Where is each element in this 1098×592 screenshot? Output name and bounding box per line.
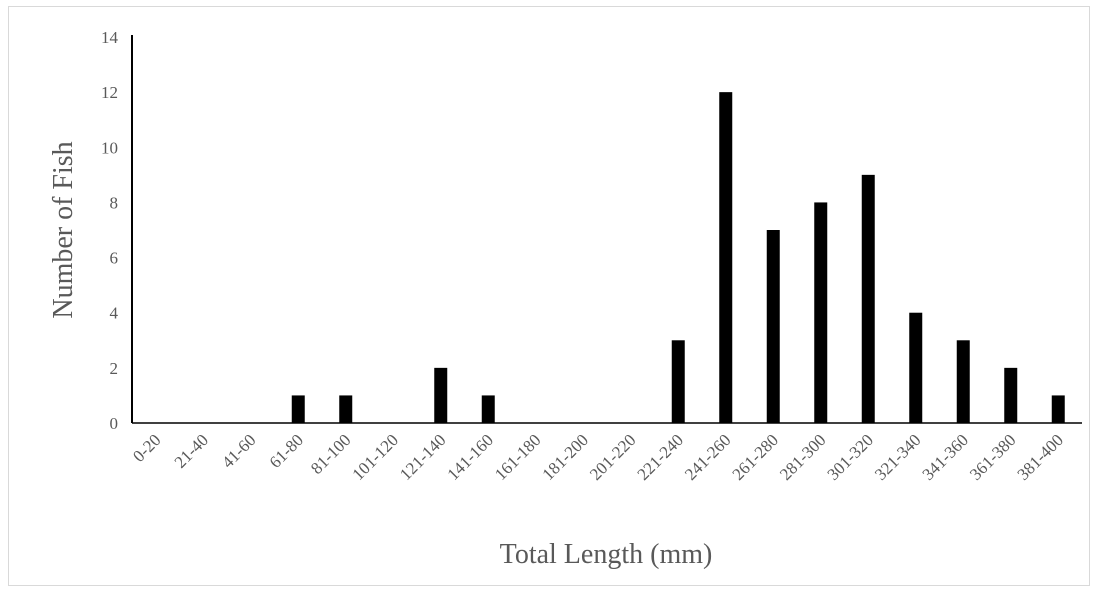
y-tick-label: 2: [110, 359, 119, 378]
x-tick-label: 161-180: [491, 430, 545, 484]
y-tick-label: 0: [110, 414, 119, 433]
bar: [814, 202, 828, 423]
bar: [1051, 395, 1065, 423]
y-tick-label: 4: [110, 304, 119, 323]
x-tick-label: 221-240: [634, 430, 688, 484]
bar: [671, 340, 685, 423]
x-tick-label: 81-100: [307, 430, 354, 477]
x-tick-label: 241-260: [681, 430, 735, 484]
x-tick-label: 61-80: [266, 430, 307, 471]
x-tick-label: 21-40: [171, 430, 212, 471]
bar: [861, 174, 875, 423]
x-tick-label: 181-200: [539, 430, 593, 484]
x-tick-label: 41-60: [218, 430, 259, 471]
x-tick-label: 121-140: [396, 430, 450, 484]
y-tick-labels: 0 2 4 6 8 10 12 14: [101, 28, 119, 433]
y-tick-label: 10: [101, 138, 118, 157]
y-tick-label: 14: [101, 28, 119, 47]
bars: [291, 92, 1065, 424]
bar: [339, 395, 353, 423]
x-tick-label: 301-320: [824, 430, 878, 484]
x-tick-labels: 0-20 21-40 41-60 61-80 81-100101-120121-1401…: [129, 430, 1067, 484]
x-tick-label: 361-380: [966, 430, 1020, 484]
chart-frame: [8, 6, 1090, 586]
bar: [481, 395, 495, 423]
bar: [909, 312, 923, 423]
y-tick-label: 6: [110, 249, 119, 268]
y-axis-title: Number of Fish: [48, 141, 79, 318]
x-tick-label: 261-280: [729, 430, 783, 484]
x-tick-label: 141-160: [444, 430, 498, 484]
x-tick-label: 381-400: [1014, 430, 1068, 484]
x-tick-label: 321-340: [871, 430, 925, 484]
x-tick-label: 341-360: [919, 430, 973, 484]
x-tick-label: 0-20: [129, 430, 164, 465]
x-tick-label: 201-220: [586, 430, 640, 484]
y-tick-label: 12: [101, 83, 118, 102]
y-tick-label: 8: [110, 193, 119, 212]
x-axis-title: Total Length (mm): [500, 539, 713, 570]
bar: [291, 395, 305, 423]
bar: [766, 230, 780, 423]
bar: [719, 92, 733, 424]
x-tick-label: 101-120: [349, 430, 403, 484]
x-tick-label: 281-300: [776, 430, 830, 484]
bar: [434, 367, 448, 423]
bar: [956, 340, 970, 423]
bar: [1004, 367, 1018, 423]
